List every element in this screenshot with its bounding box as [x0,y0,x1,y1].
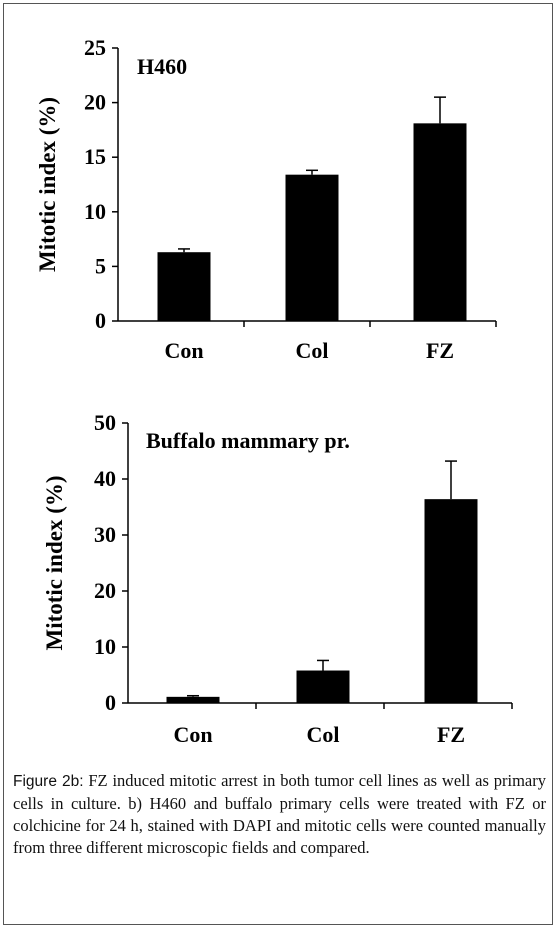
y-axis-label: Mitotic index (%) [35,97,60,272]
bar [285,174,339,321]
category-label: Col [296,338,329,363]
y-tick-label: 30 [94,522,116,547]
caption-text: FZ induced mitotic arrest in both tumor … [13,771,547,857]
category-label: Col [307,722,340,747]
category-label: Con [164,338,203,363]
y-tick-label: 10 [84,199,106,224]
figure-caption: Figure 2b: FZ induced mitotic arrest in … [13,770,546,859]
y-tick-label: 20 [94,578,116,603]
y-tick-label: 15 [84,144,106,169]
y-tick-label: 50 [94,410,116,435]
category-label: FZ [437,722,465,747]
category-label: FZ [426,338,454,363]
y-tick-label: 10 [94,634,116,659]
bar [157,252,211,321]
y-tick-label: 0 [95,308,106,333]
y-tick-label: 5 [95,253,106,278]
buffalo-chart: 0 10 20 30 40 50 Con Col FZ Buffalo mammary pr. Mi… [42,410,513,747]
category-label: Con [173,722,212,747]
y-tick-label: 40 [94,466,116,491]
y-tick-label: 0 [105,690,116,715]
chart-title: H460 [137,54,187,79]
y-tick-label: 20 [84,90,106,115]
caption-label: Figure 2b: [13,773,84,790]
y-tick-label: 25 [84,35,106,60]
h460-chart: 0 5 10 15 20 25 Con Col FZ H460 Mitotic index (%) [35,35,497,363]
bar [296,670,350,703]
bar [166,696,220,703]
y-axis-label: Mitotic index (%) [42,475,67,650]
bar [424,499,478,703]
bar [413,123,467,322]
chart-title: Buffalo mammary pr. [146,428,350,453]
